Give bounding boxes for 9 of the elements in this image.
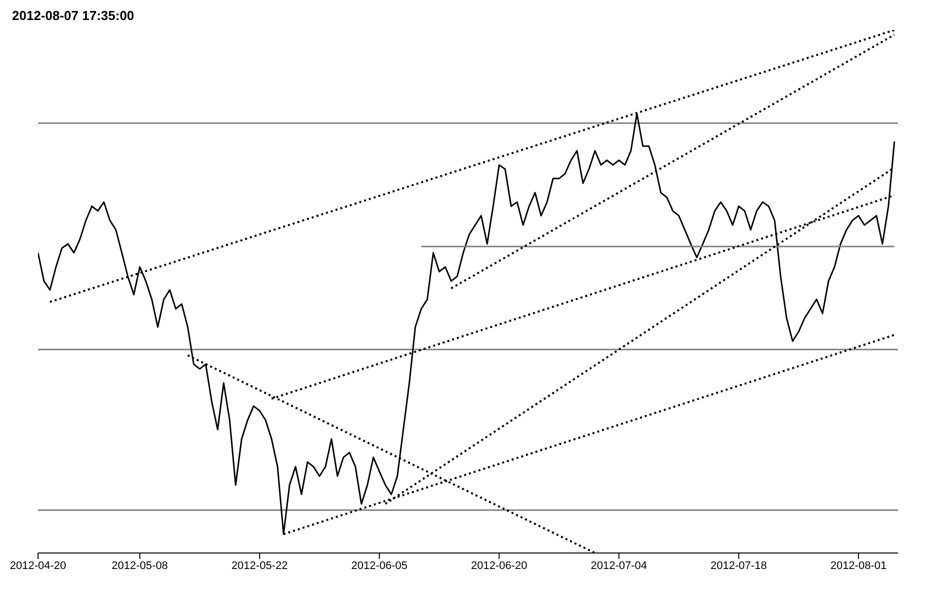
- chart-title: 2012-08-07 17:35:00: [11, 8, 136, 25]
- x-tick-label: 2012-04-20: [10, 560, 66, 572]
- x-tick-label: 2012-06-20: [471, 560, 528, 572]
- x-tick-label: 2012-06-05: [351, 560, 408, 572]
- x-tick-label: 2012-08-01: [830, 560, 887, 572]
- x-tick-label: 2012-05-22: [231, 560, 288, 572]
- x-tick-label: 2012-07-18: [710, 560, 767, 572]
- x-tick-label: 2012-07-04: [590, 560, 648, 572]
- x-tick-label: 2012-05-08: [112, 560, 168, 572]
